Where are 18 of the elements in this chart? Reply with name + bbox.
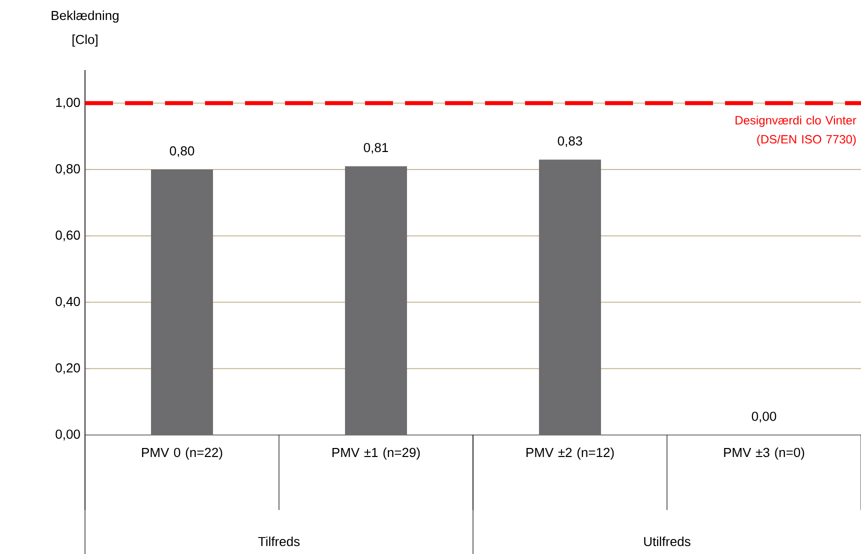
y-tick-label: 0,00 <box>56 430 80 440</box>
x-tick-label: PMV ±3 (n=0) <box>724 448 804 460</box>
data-label: 0,83 <box>558 136 582 148</box>
x-tick-label: PMV ±1 (n=29) <box>332 448 420 460</box>
y-tick-label: 0,20 <box>56 363 80 374</box>
x-tick-label: PMV 0 (n=22) <box>142 448 222 460</box>
x-tick-label: PMV ±2 (n=12) <box>526 448 614 460</box>
ref-line-label: Designværdi clo Vinter (DS/EN ISO 7730) <box>736 116 856 146</box>
text: Tilfreds <box>258 536 300 546</box>
text: Utilfreds <box>644 536 690 546</box>
data-label: 0,00 <box>752 412 776 422</box>
y-tick-label: 0,40 <box>56 296 80 308</box>
y-tick-label: 0,80 <box>56 164 80 175</box>
y-axis-title: Beklædning [Clo] <box>52 10 118 47</box>
y-tick-label: 1,00 <box>56 98 80 109</box>
data-label: 0,81 <box>364 142 388 154</box>
data-label: 0,80 <box>170 146 194 158</box>
y-tick-label: 0,60 <box>56 230 80 242</box>
